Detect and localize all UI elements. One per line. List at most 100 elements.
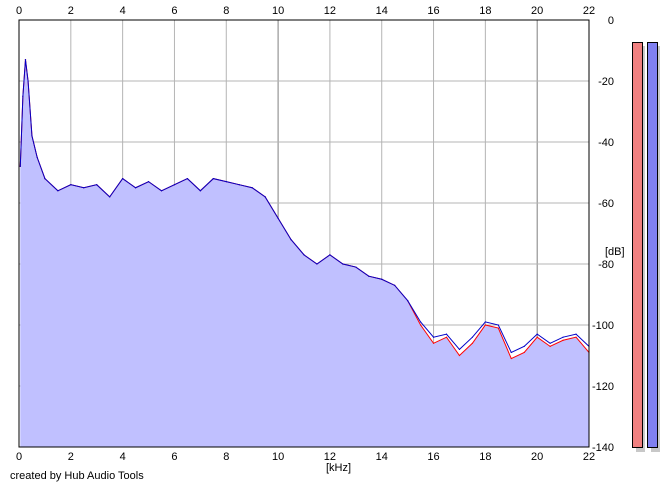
data-point	[22, 95, 24, 97]
x-tick-label-bottom: 16	[427, 451, 439, 463]
data-point	[432, 342, 435, 344]
data-point	[471, 336, 474, 338]
data-point	[329, 254, 331, 256]
x-tick-label-top: 4	[120, 5, 126, 17]
data-point	[57, 190, 59, 192]
data-point	[355, 266, 357, 268]
x-tick-label-bottom: 12	[324, 451, 336, 463]
data-point	[536, 333, 538, 335]
x-tick-label-bottom: 10	[272, 451, 284, 463]
data-point	[212, 178, 214, 180]
data-point	[562, 339, 564, 341]
data-point	[290, 239, 292, 241]
x-tick-label-top: 22	[583, 5, 595, 17]
y-axis-unit-label: [dB]	[605, 246, 625, 258]
x-tick-label-top: 12	[324, 5, 336, 17]
data-point	[147, 181, 150, 183]
x-tick-label-bottom: 2	[68, 451, 74, 463]
data-point	[368, 275, 370, 277]
data-point	[394, 284, 396, 286]
x-tick-label-bottom: 18	[479, 451, 491, 463]
data-point	[264, 196, 266, 198]
plot-frame	[18, 19, 590, 448]
data-point	[277, 217, 279, 219]
x-tick-label-top: 6	[171, 5, 177, 17]
spectrum-area	[20, 59, 589, 448]
data-point	[497, 327, 499, 329]
y-tick-label: -60	[598, 198, 614, 210]
data-point	[458, 348, 461, 350]
data-point	[238, 184, 240, 186]
y-tick-label: -140	[592, 442, 614, 454]
x-tick-label-top: 20	[531, 5, 543, 17]
left-level-meter	[632, 42, 643, 448]
data-point	[575, 336, 577, 338]
x-tick-label-top: 16	[427, 5, 439, 17]
y-tick-label: -100	[592, 320, 614, 332]
x-tick-labels-bottom: 0 2 4 6 8 10 12 14 16 18 20 22	[16, 451, 595, 463]
x-tick-label-bottom: 20	[531, 451, 543, 463]
data-point	[510, 357, 512, 360]
x-tick-label-bottom: 6	[171, 451, 177, 463]
x-tick-label-top: 0	[16, 5, 22, 17]
x-tick-label-bottom: 8	[223, 451, 229, 463]
data-point	[432, 336, 435, 338]
data-point	[31, 135, 33, 137]
x-tick-label-top: 18	[479, 5, 491, 17]
data-point	[36, 156, 38, 158]
data-point	[44, 178, 46, 180]
data-point	[186, 178, 189, 180]
data-point	[19, 165, 21, 167]
data-point	[445, 336, 448, 338]
data-point	[24, 59, 27, 61]
data-point	[419, 321, 422, 323]
data-point	[134, 187, 137, 189]
data-point	[27, 80, 29, 82]
data-point	[536, 336, 538, 338]
data-point	[109, 196, 111, 198]
x-tick-label-bottom: 14	[376, 451, 388, 463]
data-point	[445, 333, 448, 335]
data-point	[251, 187, 253, 189]
data-point	[83, 187, 85, 189]
data-point	[562, 336, 564, 338]
data-point	[575, 333, 577, 335]
x-tick-label-bottom: 4	[120, 451, 126, 463]
data-point	[549, 342, 551, 344]
data-point	[523, 351, 525, 354]
y-tick-labels: 0 -20 -40 -60 -80 -100 -120 -140	[592, 15, 614, 454]
data-point	[96, 184, 98, 186]
x-tick-label-top: 14	[376, 5, 388, 17]
x-tick-label-bottom: 22	[583, 451, 595, 463]
right-level-meter	[647, 42, 658, 448]
y-tick-label: 0	[608, 15, 614, 27]
data-point	[342, 263, 344, 265]
spectrum-series	[19, 59, 590, 360]
data-point	[407, 300, 409, 302]
credit-text: created by Hub Audio Tools	[10, 470, 144, 482]
data-point	[510, 351, 512, 354]
x-tick-label-top: 10	[272, 5, 284, 17]
x-tick-label-top: 8	[223, 5, 229, 17]
data-point	[471, 342, 474, 344]
data-point	[303, 254, 305, 256]
x-axis-unit-label: [kHz]	[326, 462, 351, 474]
x-tick-label-top: 2	[68, 5, 74, 17]
y-tick-label: -40	[598, 137, 614, 149]
data-point	[160, 190, 163, 192]
data-point	[458, 354, 461, 357]
data-point	[484, 321, 486, 323]
y-tick-label: -20	[598, 76, 614, 88]
x-tick-label-bottom: 0	[16, 451, 22, 463]
data-point	[497, 324, 499, 326]
data-point	[122, 178, 124, 180]
data-point	[549, 345, 551, 347]
data-point	[381, 278, 383, 280]
data-point	[419, 324, 422, 326]
data-point	[199, 190, 201, 192]
x-tick-labels-top: 0 2 4 6 8 10 12 14 16 18 20 22	[16, 5, 595, 17]
spectrum-fill	[20, 59, 589, 448]
data-point	[70, 184, 72, 186]
